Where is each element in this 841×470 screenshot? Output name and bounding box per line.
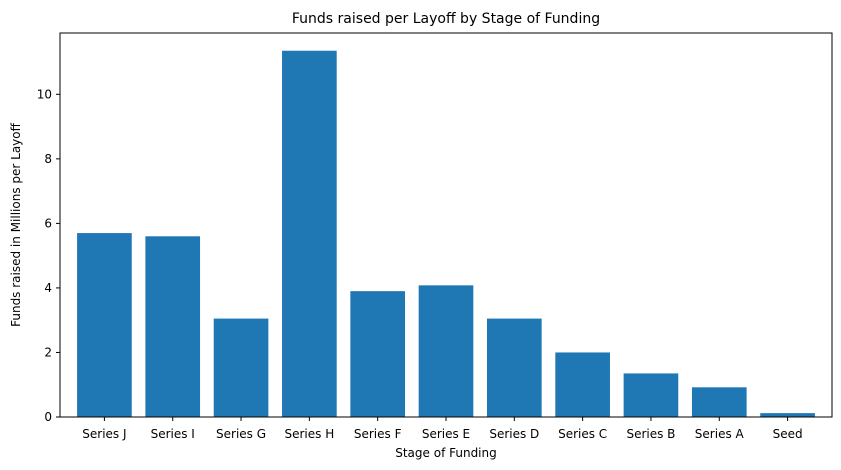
x-tick-label: Series J xyxy=(82,427,126,441)
y-axis-ticks: 0 2 4 6 8 10 xyxy=(37,87,60,424)
bar-series-c xyxy=(555,352,610,417)
x-tick-label: Series H xyxy=(284,427,334,441)
x-tick-label: Series C xyxy=(558,427,607,441)
x-axis-label: Stage of Funding xyxy=(395,446,497,460)
bar-series-e xyxy=(418,285,474,417)
y-tick-label: 10 xyxy=(37,87,52,101)
x-axis-ticks: Series J Series I Series G Series H Series F… xyxy=(82,417,803,441)
x-tick-label: Series F xyxy=(354,427,402,441)
x-tick-label: Series A xyxy=(695,427,745,441)
y-tick-label: 2 xyxy=(44,345,52,359)
x-tick-label: Series B xyxy=(626,427,675,441)
y-axis-label: Funds raised in Millions per Layoff xyxy=(9,122,23,327)
bar-seed xyxy=(760,413,815,417)
bar-series-d xyxy=(486,318,542,417)
x-tick-label: Series I xyxy=(151,427,195,441)
bar-series-b xyxy=(623,373,679,417)
x-tick-label: Seed xyxy=(773,427,803,441)
bars-group xyxy=(77,50,815,418)
chart-title: Funds raised per Layoff by Stage of Fund… xyxy=(292,11,600,27)
plot-frame xyxy=(59,32,833,418)
x-tick-label: Series G xyxy=(216,427,266,441)
y-tick-label: 8 xyxy=(44,152,52,166)
bar-series-g xyxy=(213,318,269,417)
x-tick-label: Series D xyxy=(489,427,539,441)
y-tick-label: 6 xyxy=(44,216,52,230)
bar-series-a xyxy=(691,387,747,417)
y-tick-label: 4 xyxy=(44,281,52,295)
y-tick-label: 0 xyxy=(44,410,52,424)
x-tick-label: Series E xyxy=(422,427,470,441)
bar-series-h xyxy=(282,50,337,418)
bar-series-j xyxy=(77,233,132,417)
bar-series-f xyxy=(350,291,406,417)
bar-series-i xyxy=(145,236,201,417)
